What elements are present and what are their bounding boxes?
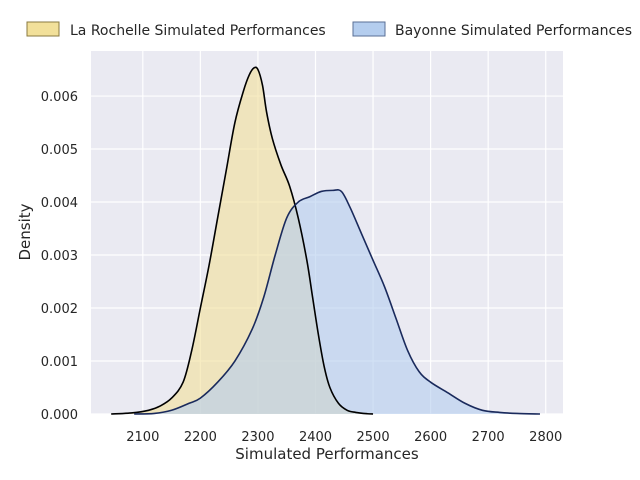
y-tick-label: 0.006 [41, 90, 78, 105]
y-tick-label: 0.002 [41, 302, 78, 317]
x-tick-label: 2100 [126, 430, 159, 445]
x-tick-label: 2300 [241, 430, 274, 445]
x-axis-label: Simulated Performances [235, 445, 419, 463]
x-tick-label: 2700 [472, 430, 505, 445]
x-tick-label: 2600 [414, 430, 447, 445]
legend-swatch-bayonne [352, 21, 386, 37]
legend: La Rochelle Simulated Performances Bayon… [26, 21, 632, 39]
y-tick-label: 0.000 [41, 408, 78, 423]
x-tick-label: 2800 [529, 430, 562, 445]
y-tick-label: 0.003 [41, 249, 78, 264]
density-line-0 [111, 66, 374, 415]
y-tick-label: 0.005 [41, 143, 78, 158]
y-tick-label: 0.001 [41, 355, 78, 370]
legend-swatch-la-rochelle [26, 21, 60, 37]
legend-label-la-rochelle: La Rochelle Simulated Performances [70, 23, 326, 39]
x-tick-label: 2500 [357, 430, 390, 445]
legend-label-bayonne: Bayonne Simulated Performances [395, 23, 632, 39]
density-line-1 [134, 189, 540, 415]
y-axis-label: Density [16, 203, 34, 260]
x-axis-ticks: 2100 2200 2300 2400 2500 2600 2700 2800 [126, 430, 562, 445]
density-areas [111, 66, 540, 415]
y-axis-ticks: 0.000 0.001 0.002 0.003 0.004 0.005 0.006 [41, 90, 78, 423]
x-tick-label: 2200 [184, 430, 217, 445]
x-tick-label: 2400 [299, 430, 332, 445]
y-tick-label: 0.004 [41, 196, 78, 211]
density-area-1 [134, 189, 540, 414]
